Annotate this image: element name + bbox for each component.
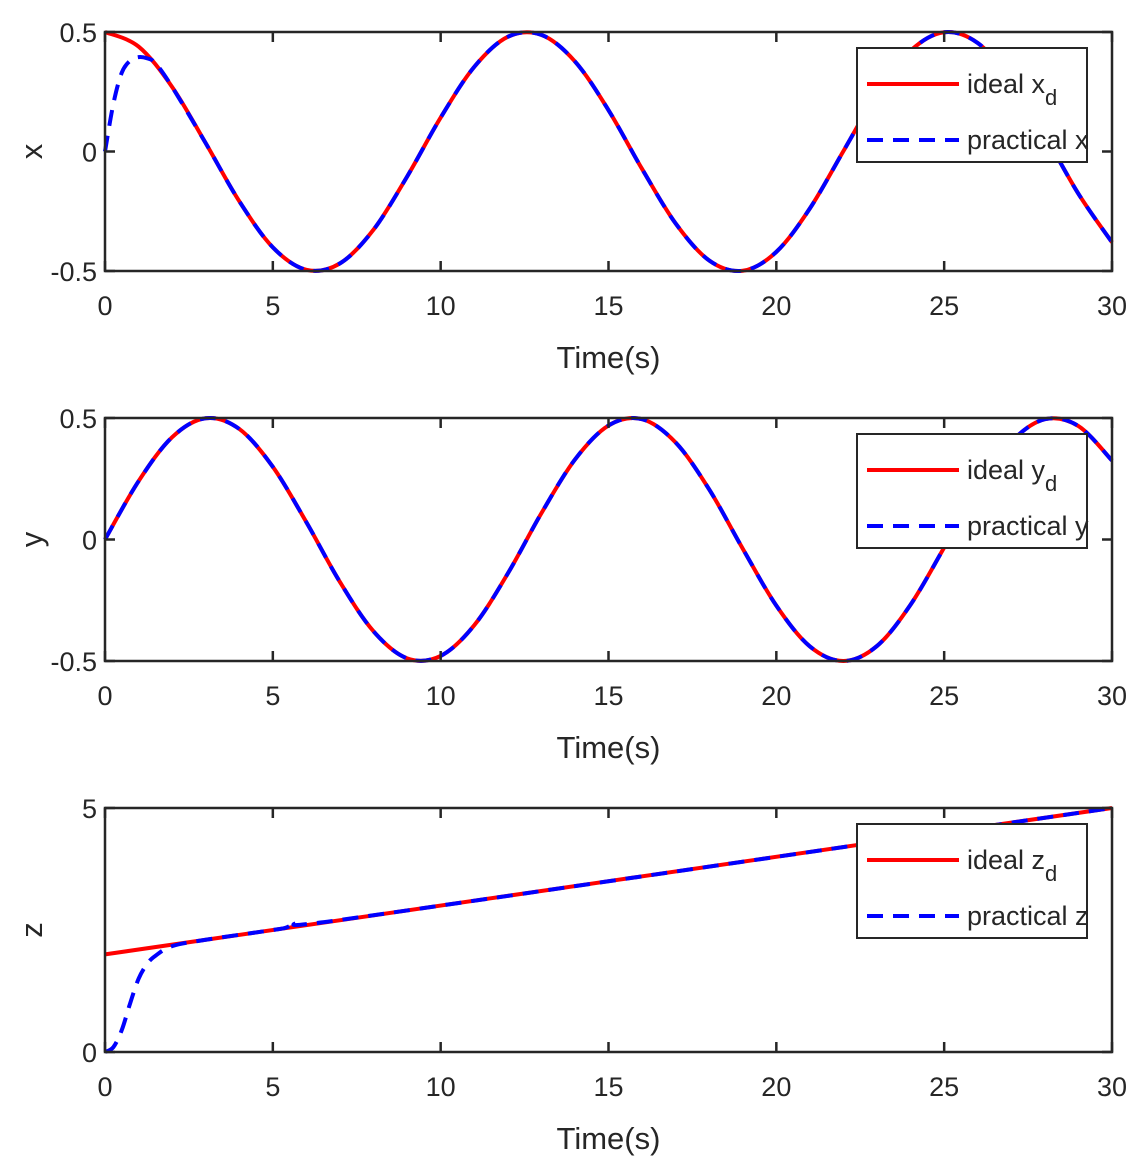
x-tick-label: 15	[593, 291, 623, 321]
y-tick-label: -0.5	[50, 257, 97, 287]
legend-label: practical z	[967, 901, 1089, 931]
x-tick-label: 25	[929, 681, 959, 711]
x-axis-label: Time(s)	[557, 730, 661, 765]
legend-entry: ideal xd	[967, 69, 1057, 110]
y-tick-label: 0	[82, 138, 97, 168]
legend-subscript: d	[1045, 861, 1057, 886]
x-tick-label: 5	[265, 1072, 280, 1102]
x-tick-label: 10	[426, 681, 456, 711]
legend: ideal yd practical y	[856, 433, 1089, 549]
x-tick-label: 0	[97, 1072, 112, 1102]
legend-entry: ideal yd	[967, 455, 1057, 496]
legend-subscript: d	[1045, 471, 1057, 496]
x-tick-label: 25	[929, 291, 959, 321]
legend-label: practical y	[967, 511, 1089, 541]
x-tick-label: 15	[593, 681, 623, 711]
y-tick-label: -0.5	[50, 647, 97, 677]
y-tick-label: 0	[82, 1038, 97, 1068]
legend-subscript: d	[1045, 85, 1057, 110]
subplot-z: 0 5 10 15 20 25 30 0 5 Time(s) z ideal zd practical …	[14, 794, 1127, 1156]
legend-label: ideal x	[967, 69, 1046, 99]
legend-box	[856, 47, 1088, 163]
y-tick-label: 0.5	[59, 18, 97, 48]
x-tick-label: 30	[1097, 1072, 1127, 1102]
legend: ideal zd practical z	[856, 823, 1089, 939]
practical-z-line	[103, 806, 1113, 1054]
legend-label: ideal z	[967, 845, 1045, 875]
x-tick-label: 30	[1097, 681, 1127, 711]
x-tick-label: 0	[97, 681, 112, 711]
x-axis-label: Time(s)	[557, 1121, 661, 1156]
x-tick-label: 25	[929, 1072, 959, 1102]
legend: ideal xd practical x	[856, 47, 1089, 163]
y-tick-label: 5	[82, 794, 97, 824]
legend-entry: ideal zd	[967, 845, 1057, 886]
x-tick-label: 20	[761, 1072, 791, 1102]
legend-box	[856, 823, 1088, 939]
y-tick-label: 0	[82, 526, 97, 556]
x-tick-label: 10	[426, 1072, 456, 1102]
y-tick-label: 0.5	[59, 404, 97, 434]
legend-label: practical x	[967, 125, 1089, 155]
x-tick-label: 20	[761, 291, 791, 321]
y-axis-label: x	[14, 143, 49, 159]
x-tick-label: 20	[761, 681, 791, 711]
x-tick-label: 30	[1097, 291, 1127, 321]
x-tick-label: 10	[426, 291, 456, 321]
x-tick-label: 15	[593, 1072, 623, 1102]
x-tick-label: 0	[97, 291, 112, 321]
legend-box	[856, 433, 1088, 549]
legend-label: ideal y	[967, 455, 1046, 485]
legend-entry: practical z	[967, 901, 1089, 931]
y-axis-label: y	[14, 531, 49, 547]
x-axis-label: Time(s)	[557, 340, 661, 375]
legend-entry: practical y	[967, 511, 1089, 541]
x-tick-label: 5	[265, 291, 280, 321]
legend-entry: practical x	[967, 125, 1089, 155]
y-axis-label: z	[14, 922, 49, 938]
x-tick-label: 5	[265, 681, 280, 711]
